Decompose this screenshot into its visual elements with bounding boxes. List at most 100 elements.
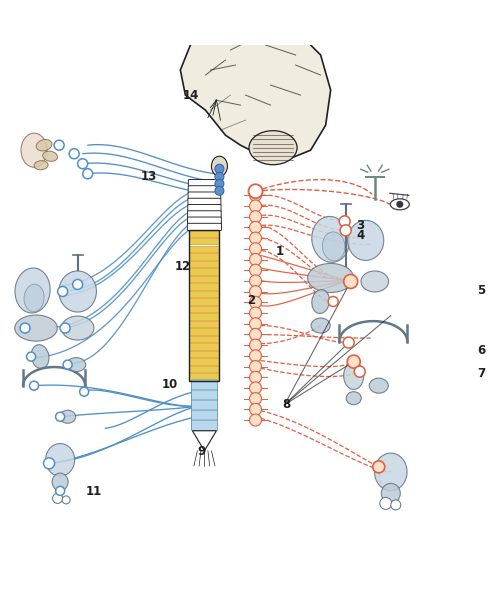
FancyBboxPatch shape [188, 198, 221, 206]
FancyBboxPatch shape [191, 380, 217, 391]
Circle shape [249, 296, 262, 309]
Circle shape [380, 498, 392, 509]
Text: 10: 10 [161, 378, 177, 391]
Ellipse shape [361, 271, 388, 292]
Circle shape [248, 184, 263, 199]
Circle shape [215, 164, 224, 173]
Ellipse shape [59, 271, 96, 312]
Circle shape [249, 361, 262, 372]
Text: 8: 8 [283, 398, 291, 411]
Circle shape [373, 461, 385, 473]
Circle shape [27, 352, 36, 361]
Ellipse shape [390, 199, 409, 210]
Ellipse shape [15, 315, 57, 341]
Bar [189, 358, 219, 365]
Circle shape [249, 264, 262, 276]
Text: 1: 1 [276, 245, 284, 258]
Circle shape [73, 280, 83, 290]
Text: 2: 2 [247, 294, 256, 307]
Text: 3: 3 [357, 219, 365, 232]
Ellipse shape [46, 443, 75, 476]
Circle shape [249, 318, 262, 330]
Bar [189, 230, 219, 237]
Circle shape [78, 159, 88, 169]
Circle shape [249, 414, 262, 426]
Ellipse shape [52, 473, 68, 491]
Ellipse shape [344, 362, 364, 389]
Circle shape [396, 201, 403, 208]
FancyBboxPatch shape [191, 390, 217, 401]
Bar [189, 230, 219, 381]
FancyBboxPatch shape [191, 420, 217, 431]
Polygon shape [192, 431, 216, 451]
Circle shape [344, 274, 358, 288]
Ellipse shape [211, 156, 227, 176]
Circle shape [249, 243, 262, 255]
Circle shape [69, 149, 79, 159]
Circle shape [249, 392, 262, 405]
Circle shape [58, 287, 68, 297]
Bar [189, 306, 219, 312]
FancyBboxPatch shape [188, 192, 221, 199]
Bar [189, 328, 219, 335]
Ellipse shape [31, 345, 49, 369]
Ellipse shape [43, 151, 58, 161]
Circle shape [56, 413, 65, 421]
Circle shape [249, 275, 262, 287]
Bar [189, 336, 219, 342]
Circle shape [249, 222, 262, 233]
Bar [189, 321, 219, 327]
Bar [189, 238, 219, 245]
FancyBboxPatch shape [191, 400, 217, 411]
Circle shape [30, 381, 39, 390]
Bar [189, 283, 219, 290]
FancyBboxPatch shape [188, 204, 221, 212]
Circle shape [249, 189, 262, 202]
Ellipse shape [36, 139, 52, 151]
Circle shape [249, 254, 262, 265]
Bar [189, 351, 219, 357]
FancyBboxPatch shape [187, 217, 221, 225]
Circle shape [249, 382, 262, 394]
Bar [189, 275, 219, 282]
Circle shape [83, 169, 93, 178]
Circle shape [215, 172, 224, 181]
Circle shape [328, 297, 338, 307]
Ellipse shape [348, 220, 384, 261]
Circle shape [249, 403, 262, 415]
Bar [189, 298, 219, 304]
Circle shape [20, 323, 30, 333]
Circle shape [215, 179, 224, 189]
FancyBboxPatch shape [188, 180, 220, 187]
Circle shape [56, 486, 65, 495]
Text: 6: 6 [477, 344, 485, 357]
FancyBboxPatch shape [187, 223, 221, 230]
Circle shape [347, 355, 360, 368]
Ellipse shape [322, 232, 345, 261]
Text: 9: 9 [197, 445, 205, 458]
Circle shape [339, 216, 350, 227]
Bar [189, 291, 219, 297]
Ellipse shape [249, 131, 297, 165]
Ellipse shape [15, 268, 50, 313]
Text: 14: 14 [182, 89, 198, 102]
Ellipse shape [61, 316, 94, 340]
Ellipse shape [375, 453, 407, 491]
Circle shape [249, 350, 262, 362]
Ellipse shape [308, 264, 354, 293]
Text: 5: 5 [477, 284, 485, 297]
Text: 4: 4 [357, 229, 365, 242]
Ellipse shape [369, 378, 388, 393]
Ellipse shape [381, 483, 400, 504]
Text: 11: 11 [86, 485, 102, 498]
Circle shape [249, 371, 262, 384]
Ellipse shape [346, 392, 361, 405]
Circle shape [391, 500, 401, 510]
Ellipse shape [21, 133, 47, 167]
Circle shape [354, 366, 365, 377]
Text: 12: 12 [175, 260, 191, 273]
Circle shape [340, 225, 351, 236]
Circle shape [44, 458, 55, 469]
Circle shape [249, 211, 262, 223]
Circle shape [53, 493, 63, 504]
